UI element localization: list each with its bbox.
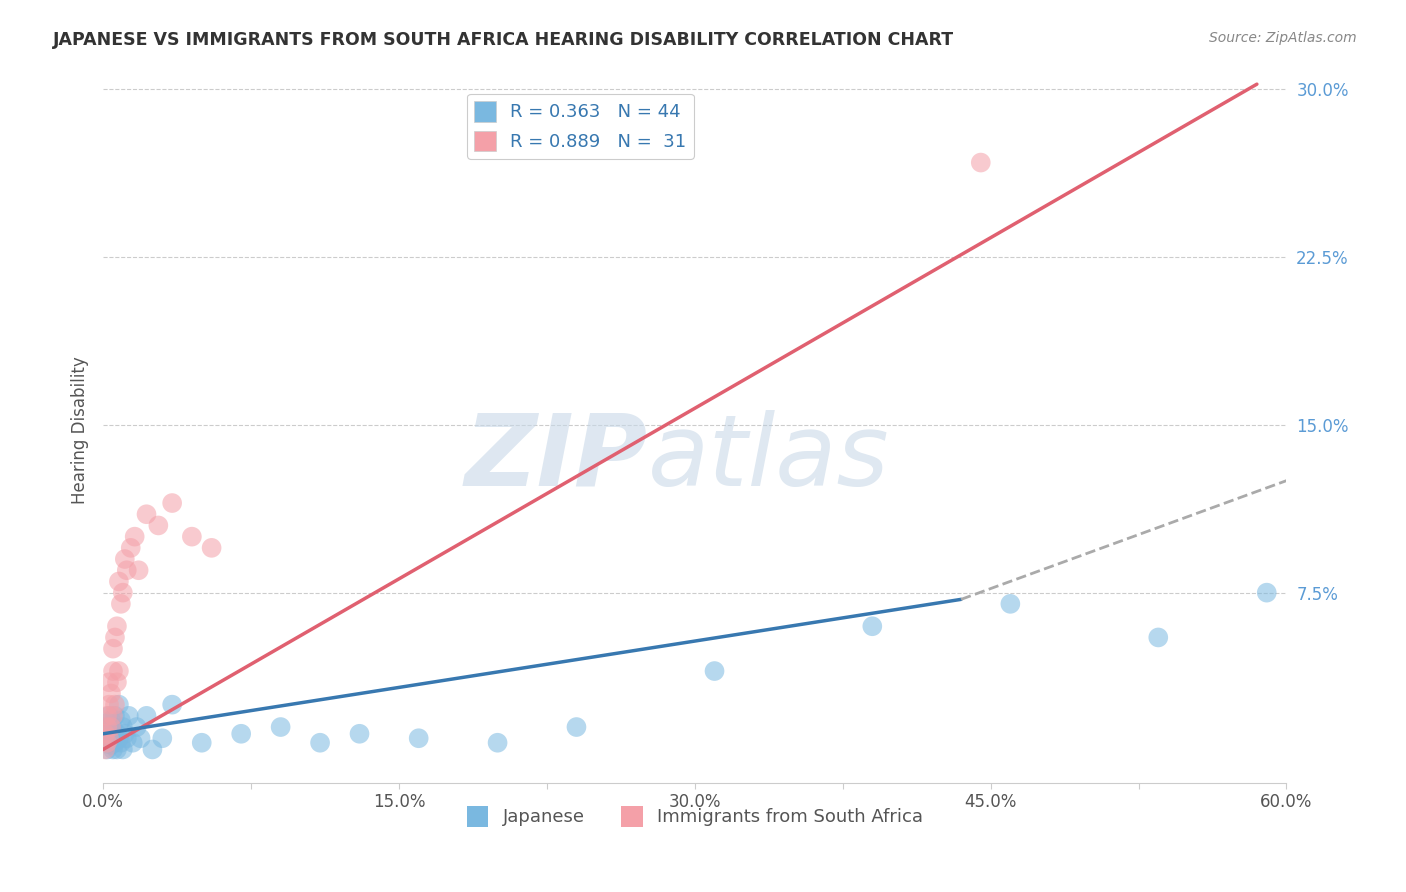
Point <box>98 675 121 690</box>
Point <box>111 720 134 734</box>
Point <box>104 698 127 712</box>
Point <box>270 720 292 734</box>
Point <box>860 619 883 633</box>
Point <box>148 518 170 533</box>
Point <box>110 597 132 611</box>
Point <box>105 742 128 756</box>
Point <box>100 738 122 752</box>
Point <box>150 731 173 746</box>
Point <box>96 742 118 756</box>
Point <box>104 709 127 723</box>
Text: atlas: atlas <box>648 410 889 507</box>
Point <box>231 727 253 741</box>
Point <box>98 727 121 741</box>
Point <box>105 675 128 690</box>
Point <box>98 698 121 712</box>
Point <box>101 731 124 746</box>
Point <box>135 508 157 522</box>
Point <box>129 731 152 746</box>
Point <box>128 563 150 577</box>
Point <box>108 698 131 712</box>
Point <box>115 731 138 746</box>
Point <box>118 709 141 723</box>
Point <box>408 731 430 746</box>
Point <box>96 736 118 750</box>
Y-axis label: Hearing Disability: Hearing Disability <box>72 357 89 504</box>
Point <box>94 731 117 746</box>
Legend: Japanese, Immigrants from South Africa: Japanese, Immigrants from South Africa <box>460 798 931 834</box>
Point <box>100 686 122 700</box>
Point <box>120 541 142 555</box>
Point <box>108 731 131 746</box>
Point <box>114 552 136 566</box>
Point <box>110 736 132 750</box>
Point <box>104 631 127 645</box>
Point <box>108 574 131 589</box>
Point <box>101 742 124 756</box>
Point <box>105 619 128 633</box>
Point <box>98 709 121 723</box>
Point <box>125 720 148 734</box>
Point <box>105 727 128 741</box>
Point <box>96 720 118 734</box>
Point <box>104 736 127 750</box>
Point <box>200 541 222 555</box>
Point <box>96 709 118 723</box>
Point <box>486 736 509 750</box>
Point <box>141 742 163 756</box>
Point <box>111 585 134 599</box>
Point <box>190 736 212 750</box>
Point <box>1000 597 1022 611</box>
Point <box>108 664 131 678</box>
Point <box>124 530 146 544</box>
Point <box>160 698 183 712</box>
Point <box>114 727 136 741</box>
Point <box>135 709 157 723</box>
Point <box>101 720 124 734</box>
Point <box>111 742 134 756</box>
Point <box>98 736 121 750</box>
Point <box>180 530 202 544</box>
Point <box>1256 585 1278 599</box>
Point <box>101 709 124 723</box>
Point <box>1147 631 1170 645</box>
Point <box>101 664 124 678</box>
Point <box>121 736 143 750</box>
Point <box>703 664 725 678</box>
Text: JAPANESE VS IMMIGRANTS FROM SOUTH AFRICA HEARING DISABILITY CORRELATION CHART: JAPANESE VS IMMIGRANTS FROM SOUTH AFRICA… <box>53 31 955 49</box>
Point <box>110 714 132 728</box>
Point <box>100 720 122 734</box>
Point <box>349 727 371 741</box>
Point <box>115 563 138 577</box>
Point <box>970 155 993 169</box>
Point <box>94 742 117 756</box>
Point <box>101 641 124 656</box>
Point <box>160 496 183 510</box>
Point <box>98 731 121 746</box>
Point <box>96 720 118 734</box>
Point <box>100 714 122 728</box>
Text: Source: ZipAtlas.com: Source: ZipAtlas.com <box>1209 31 1357 45</box>
Point <box>565 720 588 734</box>
Text: ZIP: ZIP <box>464 410 648 507</box>
Point <box>309 736 332 750</box>
Point <box>94 727 117 741</box>
